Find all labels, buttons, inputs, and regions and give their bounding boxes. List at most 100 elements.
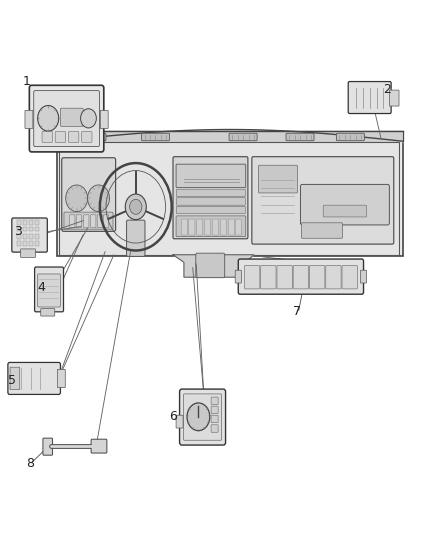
FancyBboxPatch shape	[181, 219, 187, 235]
FancyBboxPatch shape	[326, 265, 341, 289]
FancyBboxPatch shape	[389, 90, 399, 106]
FancyBboxPatch shape	[35, 267, 64, 312]
FancyBboxPatch shape	[29, 241, 33, 246]
FancyBboxPatch shape	[23, 220, 27, 225]
FancyBboxPatch shape	[70, 215, 75, 228]
FancyBboxPatch shape	[177, 198, 245, 205]
FancyBboxPatch shape	[177, 189, 245, 197]
FancyBboxPatch shape	[42, 132, 53, 142]
FancyBboxPatch shape	[205, 219, 211, 235]
FancyBboxPatch shape	[25, 110, 33, 128]
FancyBboxPatch shape	[57, 133, 403, 256]
FancyBboxPatch shape	[211, 425, 218, 432]
FancyBboxPatch shape	[197, 219, 203, 235]
FancyBboxPatch shape	[55, 132, 66, 142]
Text: 7: 7	[293, 305, 300, 318]
FancyBboxPatch shape	[38, 274, 60, 307]
FancyBboxPatch shape	[68, 132, 79, 142]
FancyBboxPatch shape	[212, 219, 219, 235]
FancyBboxPatch shape	[29, 85, 104, 152]
FancyBboxPatch shape	[23, 241, 27, 246]
FancyBboxPatch shape	[310, 265, 325, 289]
FancyBboxPatch shape	[10, 367, 20, 390]
FancyBboxPatch shape	[286, 133, 314, 141]
FancyBboxPatch shape	[76, 215, 81, 228]
FancyBboxPatch shape	[57, 369, 65, 387]
FancyBboxPatch shape	[103, 215, 109, 228]
FancyBboxPatch shape	[35, 241, 39, 246]
FancyBboxPatch shape	[196, 253, 225, 278]
FancyBboxPatch shape	[323, 205, 367, 217]
Text: 2: 2	[383, 83, 391, 96]
FancyBboxPatch shape	[97, 215, 102, 228]
FancyBboxPatch shape	[12, 218, 47, 252]
FancyBboxPatch shape	[62, 158, 116, 231]
FancyBboxPatch shape	[360, 270, 367, 283]
Text: 1: 1	[23, 75, 31, 88]
Text: 5: 5	[8, 374, 16, 386]
FancyBboxPatch shape	[258, 165, 297, 193]
FancyBboxPatch shape	[176, 164, 246, 188]
FancyBboxPatch shape	[59, 142, 399, 255]
Text: 4: 4	[37, 281, 45, 294]
FancyBboxPatch shape	[177, 206, 245, 214]
FancyBboxPatch shape	[35, 227, 39, 231]
FancyBboxPatch shape	[17, 220, 21, 225]
FancyBboxPatch shape	[277, 265, 292, 289]
Polygon shape	[173, 255, 254, 277]
FancyBboxPatch shape	[211, 406, 218, 414]
Circle shape	[125, 194, 146, 220]
FancyBboxPatch shape	[229, 133, 257, 141]
FancyBboxPatch shape	[300, 184, 389, 225]
FancyBboxPatch shape	[293, 265, 309, 289]
FancyBboxPatch shape	[176, 216, 246, 237]
Circle shape	[130, 199, 142, 214]
FancyBboxPatch shape	[60, 108, 83, 126]
FancyBboxPatch shape	[34, 91, 99, 147]
FancyBboxPatch shape	[23, 227, 27, 231]
FancyBboxPatch shape	[43, 438, 53, 455]
Circle shape	[81, 109, 96, 128]
FancyBboxPatch shape	[84, 215, 89, 228]
FancyBboxPatch shape	[35, 220, 39, 225]
FancyBboxPatch shape	[41, 309, 55, 316]
FancyBboxPatch shape	[228, 219, 234, 235]
FancyBboxPatch shape	[235, 219, 241, 235]
FancyBboxPatch shape	[235, 270, 241, 283]
FancyBboxPatch shape	[29, 220, 33, 225]
FancyBboxPatch shape	[176, 415, 183, 428]
FancyBboxPatch shape	[78, 133, 106, 141]
Circle shape	[38, 106, 59, 131]
FancyBboxPatch shape	[211, 397, 218, 405]
FancyBboxPatch shape	[17, 227, 21, 231]
Circle shape	[88, 185, 110, 212]
FancyBboxPatch shape	[211, 415, 218, 423]
Circle shape	[66, 185, 88, 212]
FancyBboxPatch shape	[91, 439, 107, 453]
FancyBboxPatch shape	[17, 241, 21, 246]
FancyBboxPatch shape	[238, 259, 364, 294]
FancyBboxPatch shape	[64, 212, 113, 229]
FancyBboxPatch shape	[91, 215, 96, 228]
FancyBboxPatch shape	[35, 234, 39, 239]
FancyBboxPatch shape	[21, 249, 35, 257]
Circle shape	[187, 403, 210, 431]
FancyBboxPatch shape	[8, 362, 60, 394]
FancyBboxPatch shape	[348, 82, 391, 114]
FancyBboxPatch shape	[29, 227, 33, 231]
FancyBboxPatch shape	[189, 219, 195, 235]
FancyBboxPatch shape	[336, 133, 364, 141]
Text: 6: 6	[169, 410, 177, 423]
FancyBboxPatch shape	[220, 219, 226, 235]
Text: 3: 3	[14, 225, 22, 238]
FancyBboxPatch shape	[180, 389, 226, 445]
FancyBboxPatch shape	[173, 157, 248, 239]
FancyBboxPatch shape	[100, 110, 108, 128]
FancyBboxPatch shape	[127, 220, 145, 256]
FancyBboxPatch shape	[29, 234, 33, 239]
FancyBboxPatch shape	[342, 265, 357, 289]
FancyBboxPatch shape	[23, 234, 27, 239]
FancyBboxPatch shape	[17, 234, 21, 239]
FancyBboxPatch shape	[301, 223, 343, 238]
FancyBboxPatch shape	[141, 133, 170, 141]
